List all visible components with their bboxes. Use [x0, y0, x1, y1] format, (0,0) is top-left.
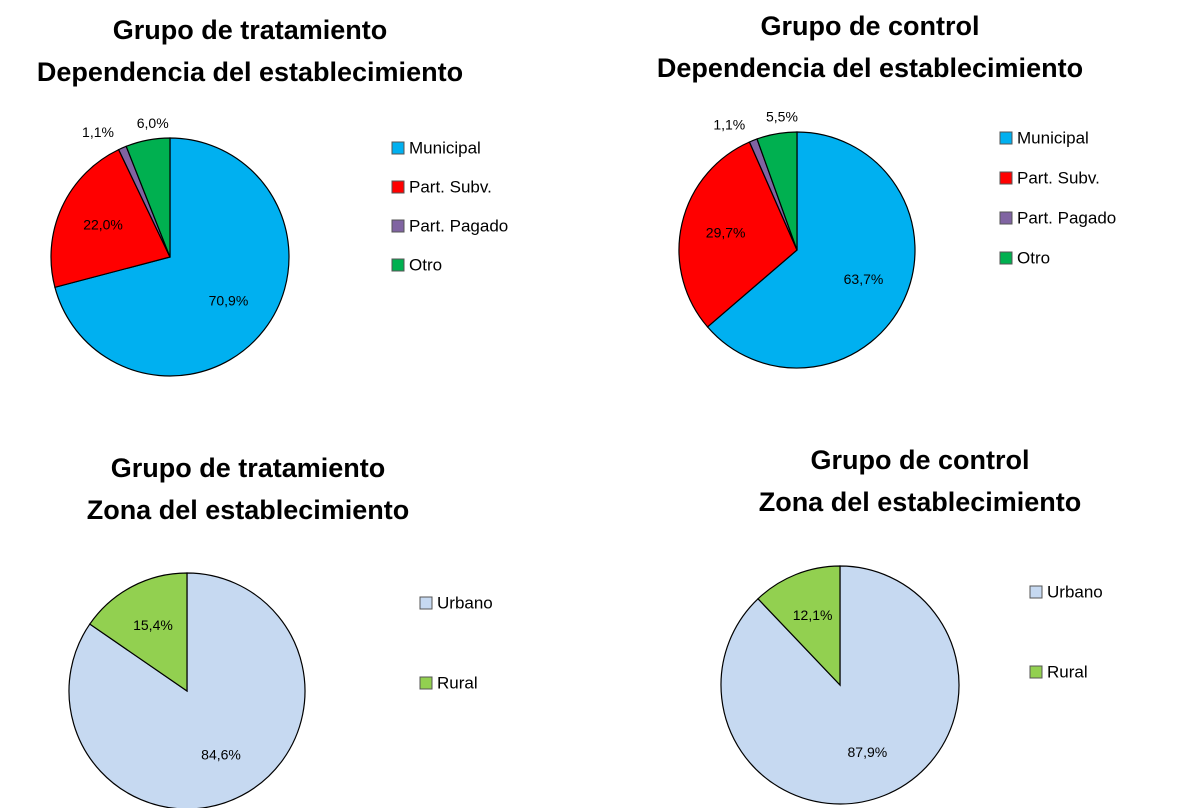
legend-label: Municipal: [409, 138, 481, 157]
legend-swatch: [999, 251, 1013, 265]
legend-label: Part. Subv.: [409, 177, 492, 196]
legend-swatch: [1029, 585, 1043, 599]
chart-title: Grupo de tratamiento: [113, 15, 388, 45]
chart-title: Grupo de tratamiento: [111, 453, 386, 483]
data-label: 22,0%: [83, 217, 123, 233]
chart-subtitle: Zona del establecimiento: [759, 487, 1082, 517]
chart-title: Grupo de control: [761, 11, 980, 41]
chart-title: Grupo de control: [811, 445, 1030, 475]
data-label: 15,4%: [133, 617, 173, 633]
pie-slice: [678, 141, 798, 328]
legend-label: Part. Pagado: [1017, 208, 1116, 227]
data-label: 6,0%: [137, 115, 169, 131]
legend-swatch: [391, 258, 405, 272]
legend-swatch: [391, 141, 405, 155]
pie-slice: [757, 565, 841, 687]
pie-slice: [54, 137, 290, 377]
pie-slice: [706, 131, 916, 369]
legend-swatch: [419, 676, 433, 690]
legend-label: Rural: [1047, 662, 1088, 681]
legend-label: Rural: [437, 673, 478, 692]
chart-subtitle: Zona del establecimiento: [87, 495, 410, 525]
legend-swatch: [419, 596, 433, 610]
pie-slice: [88, 572, 188, 693]
legend-label: Otro: [1017, 248, 1050, 267]
data-label: 84,6%: [201, 746, 241, 762]
data-label: 5,5%: [766, 109, 798, 125]
chart-subtitle: Dependencia del establecimiento: [37, 57, 463, 87]
legend-label: Otro: [409, 255, 442, 274]
chart-subtitle: Dependencia del establecimiento: [657, 53, 1083, 83]
legend-swatch: [391, 219, 405, 233]
legend-swatch: [999, 131, 1013, 145]
legend-label: Part. Pagado: [409, 216, 508, 235]
legend-swatch: [999, 211, 1013, 225]
pie-slice: [50, 148, 171, 289]
legend-label: Urbano: [437, 593, 493, 612]
data-label: 1,1%: [713, 116, 745, 132]
data-label: 63,7%: [844, 271, 884, 287]
legend-label: Municipal: [1017, 128, 1089, 147]
legend-swatch: [1029, 665, 1043, 679]
legend-swatch: [999, 171, 1013, 185]
pie-slice: [125, 137, 171, 258]
data-label: 87,9%: [848, 744, 888, 760]
legend-label: Urbano: [1047, 582, 1103, 601]
pie-slice: [68, 572, 306, 808]
legend-swatch: [391, 180, 405, 194]
pie-slice: [756, 131, 798, 251]
data-label: 70,9%: [209, 293, 249, 309]
data-label: 29,7%: [706, 225, 746, 241]
data-label: 12,1%: [793, 607, 833, 623]
data-label: 1,1%: [82, 124, 114, 140]
legend-label: Part. Subv.: [1017, 168, 1100, 187]
